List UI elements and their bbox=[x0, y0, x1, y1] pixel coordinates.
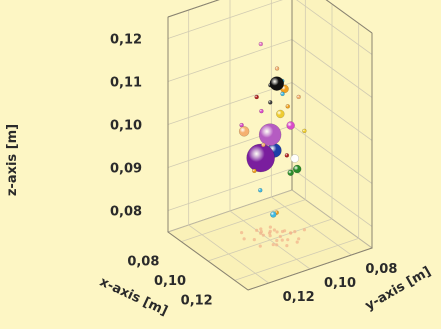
x-tick-label: 0,12 bbox=[181, 293, 213, 308]
point-shadow bbox=[255, 228, 259, 232]
data-point bbox=[290, 154, 300, 163]
point-shadow bbox=[259, 227, 263, 231]
grid-line-y bbox=[271, 196, 352, 256]
point-shadow bbox=[285, 244, 289, 248]
data-points bbox=[238, 41, 307, 218]
box-edge bbox=[325, 0, 373, 34]
floor-projection bbox=[240, 225, 306, 248]
point-shadow bbox=[293, 230, 297, 234]
data-point bbox=[258, 187, 263, 193]
point-shadow bbox=[240, 231, 244, 235]
data-point bbox=[258, 123, 282, 146]
y-tick-label: 0,12 bbox=[283, 290, 315, 305]
data-point bbox=[261, 142, 266, 148]
data-point bbox=[259, 108, 264, 114]
point-shadow bbox=[297, 237, 301, 241]
data-point bbox=[302, 128, 307, 134]
point-shadow bbox=[275, 243, 279, 247]
box-edge bbox=[247, 247, 373, 291]
point-shadow bbox=[295, 240, 299, 244]
point-shadow bbox=[289, 231, 293, 235]
data-point bbox=[238, 126, 250, 137]
data-point bbox=[258, 41, 264, 47]
data-point bbox=[276, 109, 285, 119]
data-point bbox=[280, 91, 285, 97]
point-shadow bbox=[268, 225, 272, 229]
data-point bbox=[270, 211, 277, 218]
point-shadow bbox=[252, 238, 256, 242]
z-tick-label: 0,11 bbox=[110, 76, 142, 91]
z-axis-label: z-axis [m] bbox=[5, 124, 20, 196]
grid-line-y bbox=[188, 224, 269, 284]
point-shadow bbox=[275, 238, 279, 243]
point-shadow bbox=[261, 233, 265, 237]
z-tick-label: 0,12 bbox=[110, 33, 142, 48]
data-point bbox=[274, 66, 280, 71]
point-shadow bbox=[275, 230, 279, 234]
data-point bbox=[286, 121, 295, 130]
point-shadow bbox=[302, 228, 306, 232]
box-edge bbox=[167, 0, 220, 18]
data-point bbox=[268, 100, 273, 105]
data-point bbox=[252, 168, 257, 174]
data-point bbox=[285, 104, 290, 109]
grid-line-y bbox=[229, 210, 311, 270]
grid-lines bbox=[167, 0, 373, 291]
point-shadow bbox=[280, 238, 284, 242]
box-edge bbox=[167, 231, 249, 291]
data-point bbox=[296, 94, 301, 100]
x-tick-label: 0,10 bbox=[154, 274, 186, 289]
point-shadow bbox=[278, 234, 282, 239]
tick-labels: 0,08 0,09 0,10 0,11 0,12 0,08 0,10 0,12 0,08 0,10… bbox=[110, 33, 397, 309]
data-point bbox=[284, 153, 290, 158]
z-tick-label: 0,09 bbox=[110, 162, 142, 177]
point-shadow bbox=[286, 238, 290, 242]
y-tick-label: 0,08 bbox=[365, 262, 397, 277]
z-tick-label: 0,10 bbox=[110, 119, 142, 134]
point-shadow bbox=[268, 234, 272, 238]
point-shadow bbox=[259, 229, 263, 234]
point-shadow bbox=[280, 229, 285, 234]
x-tick-label: 0,08 bbox=[127, 255, 159, 270]
data-point bbox=[269, 76, 285, 91]
data-point bbox=[292, 164, 302, 174]
z-tick-label: 0,08 bbox=[110, 205, 142, 220]
point-shadow bbox=[242, 237, 246, 241]
y-tick-label: 0,10 bbox=[324, 276, 356, 291]
point-shadow bbox=[272, 228, 276, 232]
data-point bbox=[246, 143, 275, 173]
data-point bbox=[254, 94, 259, 100]
data-point bbox=[287, 169, 294, 177]
point-shadow bbox=[268, 229, 272, 233]
point-shadow bbox=[271, 242, 275, 247]
point-shadow bbox=[258, 244, 262, 248]
